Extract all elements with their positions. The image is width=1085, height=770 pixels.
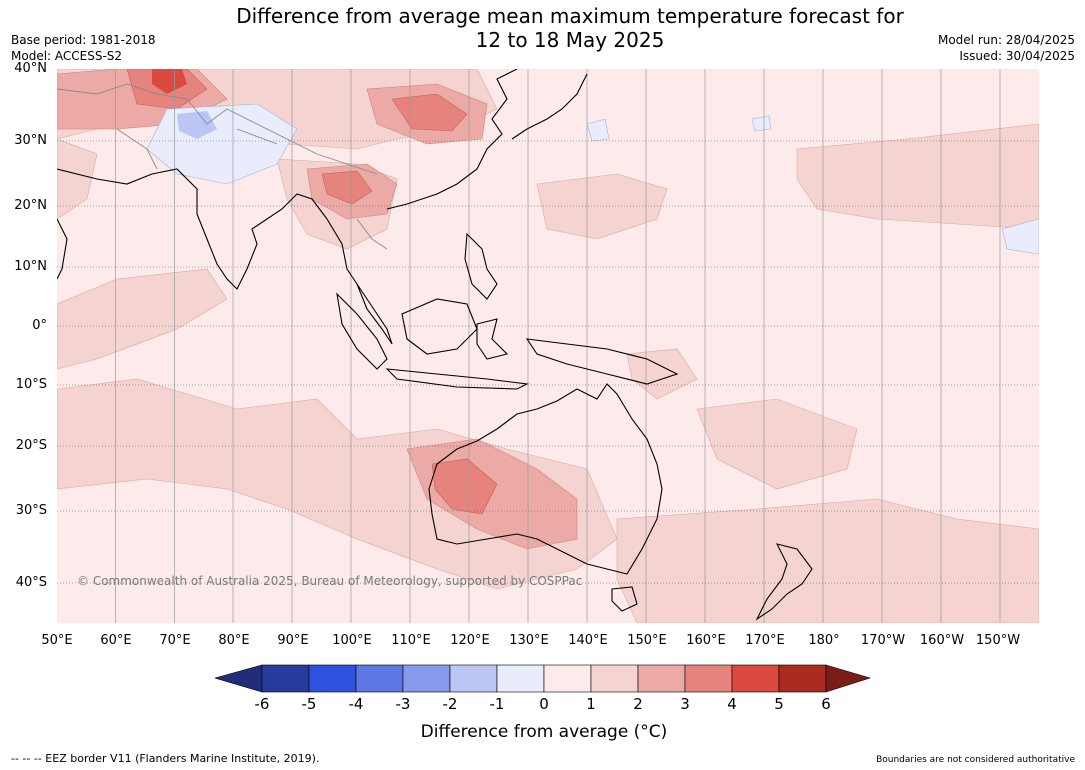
coastline-se-asia [326, 218, 393, 345]
lat-label-40n: 40°N [14, 61, 47, 76]
anomaly-neg-2-region [177, 111, 217, 139]
lon-label-160e: 160°E [686, 633, 726, 648]
title-line-1: Difference from average mean maximum tem… [236, 4, 904, 28]
lon-label-60e: 60°E [100, 633, 132, 648]
lat-label-30n: 30°N [14, 133, 47, 148]
legend-colorbar [215, 664, 871, 693]
coastline-australia [428, 383, 663, 575]
anomaly-1-2-region [616, 498, 1039, 623]
copyright-notice: © Commonwealth of Australia 2025, Bureau… [77, 574, 583, 588]
anomaly-1-2-region [57, 138, 98, 220]
legend-tick-label: -1 [489, 695, 505, 713]
legend-tick-label: -5 [301, 695, 317, 713]
legend-segment [496, 664, 545, 693]
model-run: Model run: 28/04/2025 [937, 33, 1075, 47]
lon-label-150w: 150°W [975, 633, 1021, 648]
coastline-india [57, 168, 328, 290]
legend-tick-label: 6 [821, 695, 831, 713]
lon-label-160w: 160°W [919, 633, 965, 648]
lon-label-50e: 50°E [41, 633, 73, 648]
borders [57, 83, 388, 250]
legend-segment [637, 664, 686, 693]
lon-label-70e: 70°E [159, 633, 191, 648]
legend-segment [731, 664, 780, 693]
lat-label-equator: 0° [32, 318, 47, 333]
legend-segment [590, 664, 639, 693]
legend-segment [308, 664, 357, 693]
meta-right: Model run: 28/04/2025 Issued: 30/04/2025 [938, 32, 1075, 64]
anomaly-1-2-region [57, 268, 228, 370]
lat-label-20n: 20°N [14, 198, 47, 213]
coastline-tasmania [611, 586, 638, 612]
coastline-arabia [57, 218, 68, 280]
anomaly-3-4-region [431, 458, 498, 515]
coastline-china [386, 69, 518, 210]
anomaly-1-2-region [696, 398, 858, 490]
issued-date: Issued: 30/04/2025 [959, 49, 1075, 63]
coastline-japan [511, 73, 588, 140]
legend-label: Difference from average (°C) [420, 722, 668, 742]
legend-tick-label: 3 [680, 695, 690, 713]
map-canvas [57, 69, 1039, 623]
lon-label-180: 180° [808, 633, 840, 648]
anomaly-neg-region [586, 118, 610, 142]
anomaly-neg-region [751, 115, 772, 132]
legend-tick-label: -2 [442, 695, 458, 713]
legend-segment [684, 664, 733, 693]
legend-tick-label: -3 [395, 695, 411, 713]
legend-tick-label: 0 [539, 695, 549, 713]
anomaly-4-5-region [152, 69, 187, 94]
boundaries-note: Boundaries are not considered authoritat… [876, 755, 1075, 765]
anomaly-1-2-region [796, 123, 1039, 230]
lon-label-130e: 130°E [509, 633, 549, 648]
coastline-borneo [401, 298, 478, 355]
legend-segment [261, 664, 310, 693]
coastline-new-guinea [525, 338, 679, 385]
lat-label-10s: 10°S [15, 377, 47, 392]
coastline-new-zealand [755, 543, 813, 621]
lon-label-120e: 120°E [450, 633, 490, 648]
legend-segment [355, 664, 404, 693]
anomaly-1-2-region [626, 348, 698, 400]
anomaly-neg-region [1001, 218, 1039, 255]
lon-label-170w: 170°W [860, 633, 906, 648]
legend-tick-label: 5 [774, 695, 784, 713]
lon-label-110e: 110°E [391, 633, 431, 648]
base-period: Base period: 1981-2018 [11, 33, 156, 47]
lon-label-170e: 170°E [745, 633, 785, 648]
forecast-map: © Commonwealth of Australia 2025, Bureau… [57, 69, 1039, 623]
lon-label-140e: 140°E [568, 633, 608, 648]
coastline-sumatra [336, 292, 388, 370]
legend-under-arrow [215, 664, 263, 693]
legend-tick-label: 4 [727, 695, 737, 713]
lat-label-40s: 40°S [15, 575, 47, 590]
title-line-2: 12 to 18 May 2025 [475, 28, 665, 52]
legend-tick-label: 2 [633, 695, 643, 713]
lat-label-30s: 30°S [15, 503, 47, 518]
lon-label-90e: 90°E [277, 633, 309, 648]
meta-left: Base period: 1981-2018 Model: ACCESS-S2 [11, 32, 156, 64]
legend-tick-label: -4 [348, 695, 364, 713]
eez-note: -- -- -- EEZ border V11 (Flanders Marine… [11, 752, 320, 765]
chart-title: Difference from average mean maximum tem… [140, 4, 1000, 52]
anomaly-1-2-region [536, 173, 668, 240]
coastline-sulawesi [476, 318, 509, 360]
coastline-philippines [464, 232, 498, 300]
legend-tick-label: 1 [586, 695, 596, 713]
legend-over-arrow [825, 664, 871, 693]
lon-label-80e: 80°E [218, 633, 250, 648]
lat-label-10n: 10°N [14, 259, 47, 274]
anomaly-1-2-region [57, 378, 618, 590]
legend-segment [402, 664, 451, 693]
model-name: Model: ACCESS-S2 [11, 49, 123, 63]
coastline-java [385, 368, 529, 390]
legend-segment [778, 664, 827, 693]
lon-label-100e: 100°E [332, 633, 372, 648]
legend-segment [449, 664, 498, 693]
legend-tick-label: -6 [254, 695, 270, 713]
lon-label-150e: 150°E [627, 633, 667, 648]
legend-segment [543, 664, 592, 693]
anomaly-3-4-region [391, 93, 468, 132]
lat-label-20s: 20°S [15, 438, 47, 453]
